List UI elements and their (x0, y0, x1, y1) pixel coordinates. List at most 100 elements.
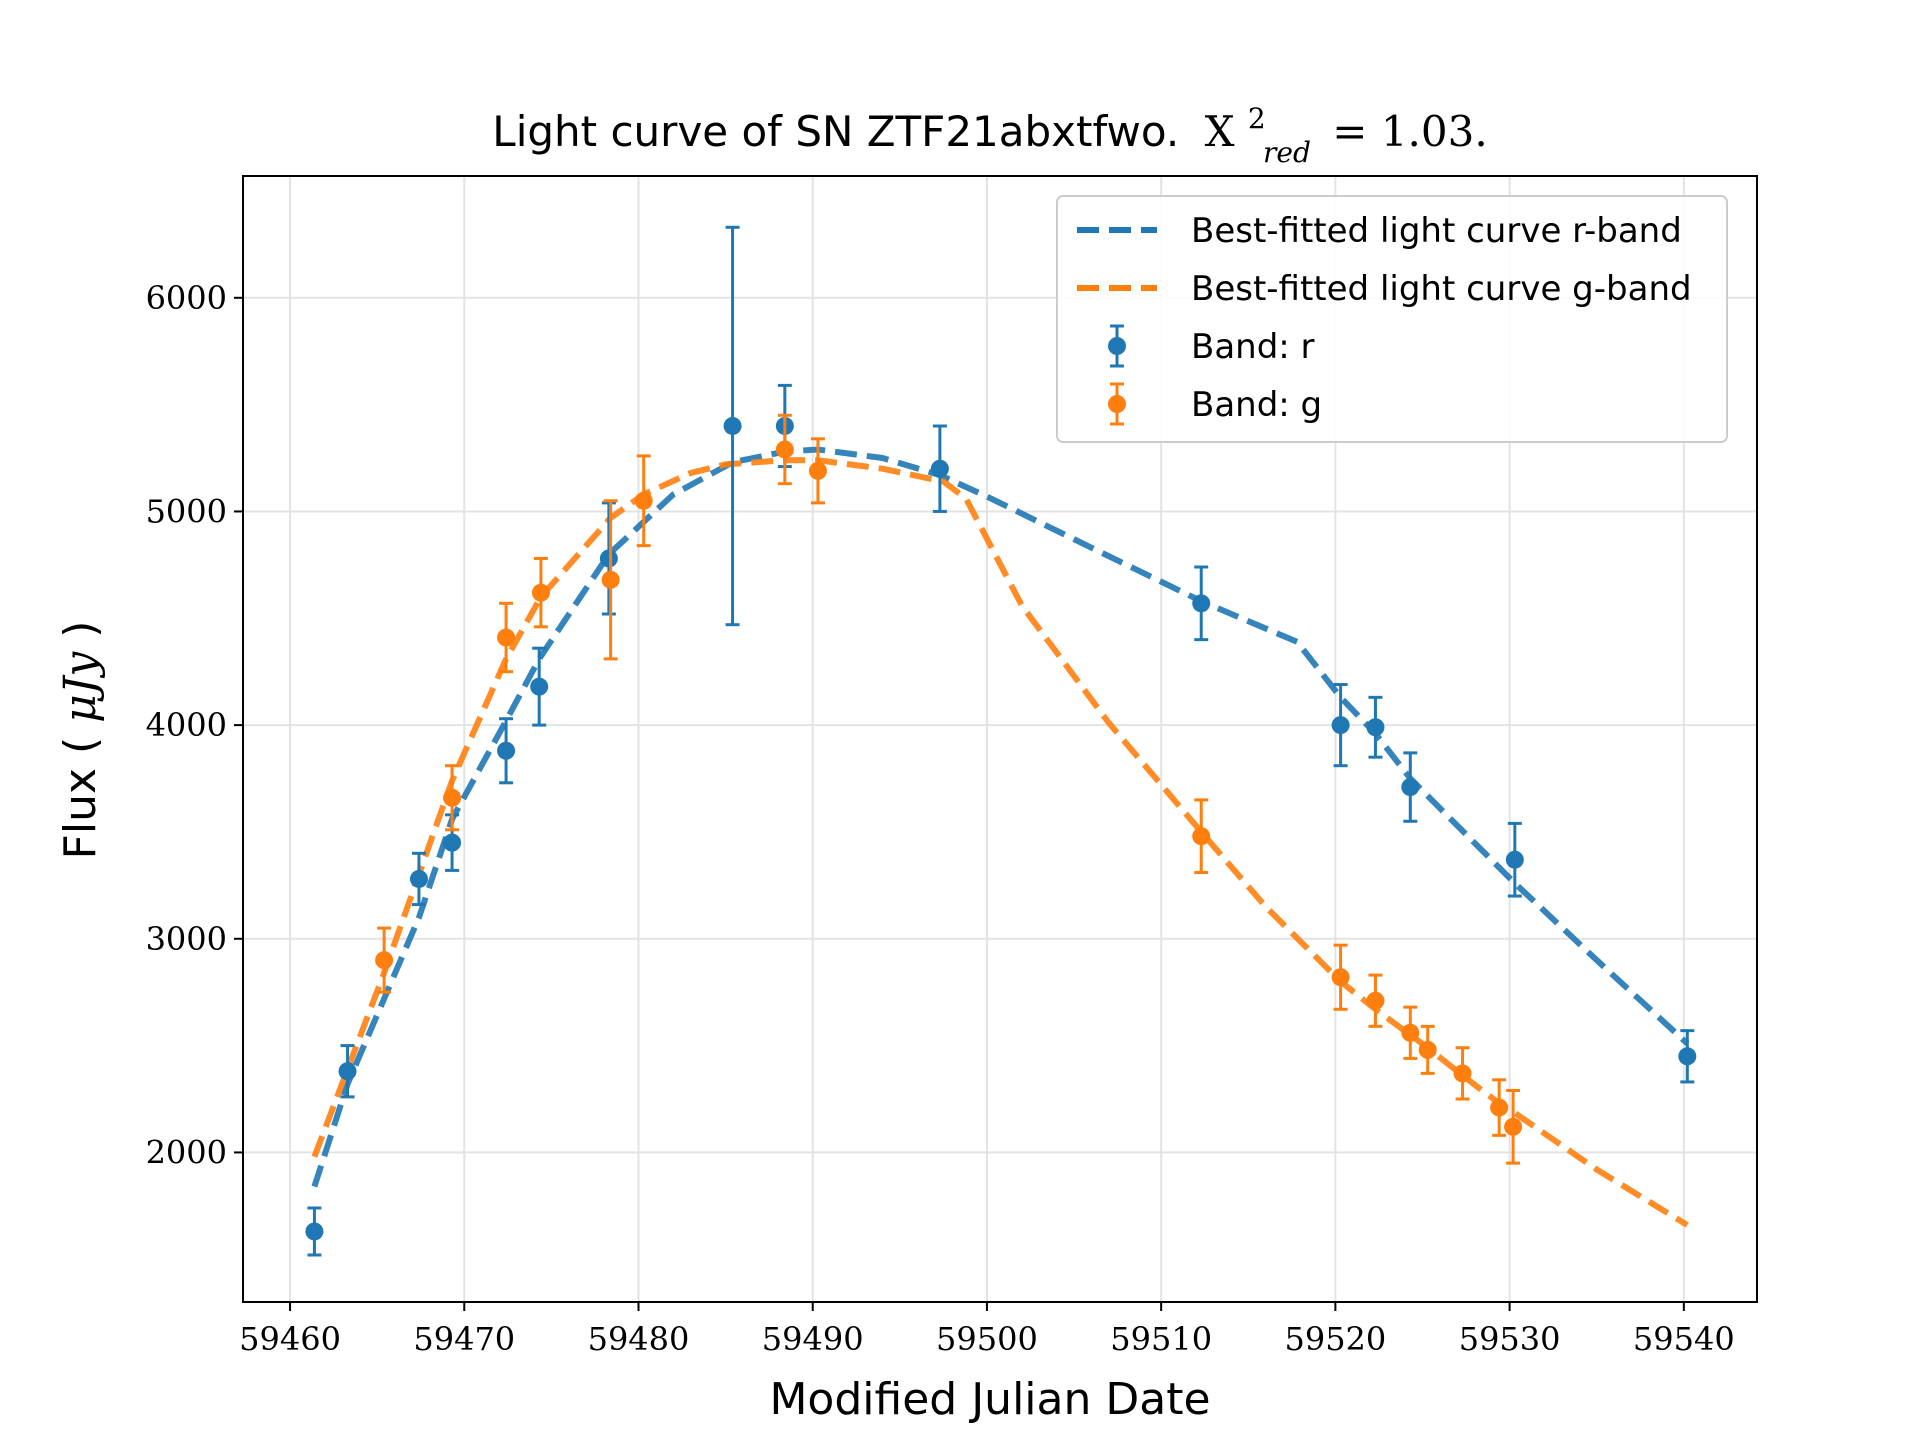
data-point (1678, 1029, 1697, 1084)
point-marker (305, 1222, 324, 1241)
y-tick-label: 2000 (146, 1133, 227, 1171)
data-point (1453, 1046, 1472, 1101)
chart-title: Light curve of SN ZTF21abxtfwo. X 2 red … (492, 89, 1487, 172)
chart-title-main: Light curve of SN ZTF21abxtfwo. (492, 107, 1179, 156)
y-axis-label-text: Flux ( (55, 737, 106, 860)
data-point (1192, 798, 1211, 875)
legend-box (1056, 195, 1728, 443)
fit-line (311, 457, 1689, 1228)
data-point (601, 499, 620, 661)
point-marker (601, 570, 620, 589)
point-marker (808, 461, 827, 480)
point-marker (1504, 1117, 1523, 1136)
legend-marker-swatch (1108, 337, 1126, 355)
data-point (1192, 565, 1211, 642)
y-tick-label: 3000 (146, 920, 227, 958)
x-tick-label: 59470 (413, 1320, 515, 1358)
point-marker (1366, 991, 1385, 1010)
fit-line (311, 446, 1690, 1188)
legend-marker-swatch (1108, 395, 1126, 413)
data-point (531, 556, 550, 629)
data-point (409, 851, 428, 907)
point-marker (497, 741, 516, 760)
point-marker (930, 459, 949, 478)
x-tick-label: 59520 (1284, 1320, 1386, 1358)
y-tick-label: 4000 (146, 706, 227, 744)
y-tick-label: 6000 (146, 279, 227, 317)
point-marker (775, 440, 794, 459)
chart-title-chi-sup: 2 (1248, 102, 1266, 135)
fit-lines (311, 446, 1690, 1228)
data-point (1504, 1088, 1523, 1165)
point-marker (409, 869, 428, 888)
point-marker (443, 833, 462, 852)
point-marker (1192, 827, 1211, 846)
y-tick-label: 5000 (146, 492, 227, 530)
data-point (1331, 683, 1350, 768)
point-marker (1490, 1098, 1509, 1117)
point-marker (443, 788, 462, 807)
x-tick-label: 59500 (936, 1320, 1038, 1358)
point-marker (1331, 968, 1350, 987)
chart-title-chi: X (1205, 107, 1235, 156)
point-marker (1505, 850, 1524, 869)
x-tick-label: 59460 (239, 1320, 341, 1358)
point-marker (531, 583, 550, 602)
point-marker (1401, 778, 1420, 797)
chart-title-chi-value: = 1.03. (1332, 107, 1487, 156)
axes-frame (242, 175, 1758, 1303)
point-marker (1401, 1023, 1420, 1042)
data-point (530, 646, 549, 727)
x-tick-label: 59510 (1110, 1320, 1212, 1358)
chart-title-chi-sub: red (1263, 136, 1311, 169)
data-point (1366, 973, 1385, 1028)
point-marker (1453, 1064, 1472, 1083)
y-axis-label-unit: μJy (55, 651, 106, 723)
x-tick-label: 59480 (588, 1320, 690, 1358)
data-point (808, 437, 827, 505)
x-tick-label: 59540 (1633, 1320, 1735, 1358)
data-points (305, 225, 1697, 1257)
data-point (1505, 821, 1524, 898)
point-marker (530, 677, 549, 696)
x-axis-label: Modified Julian Date (769, 1374, 1210, 1425)
data-point (599, 501, 618, 616)
y-axis-ticks: 2000 3000 4000 5000 6000 (146, 279, 243, 1171)
point-marker (1366, 718, 1385, 737)
point-marker (375, 951, 394, 970)
data-point (443, 764, 462, 832)
x-tick-label: 59530 (1459, 1320, 1561, 1358)
data-point (723, 225, 742, 627)
data-point (1331, 943, 1350, 1011)
legend-label: Band: r (1191, 327, 1315, 367)
legend-label: Band: g (1191, 385, 1322, 425)
point-marker (338, 1062, 357, 1081)
point-marker (1678, 1047, 1697, 1066)
data-point (1490, 1078, 1509, 1137)
point-marker (1331, 716, 1350, 735)
data-point (1418, 1024, 1437, 1075)
y-axis-label-close: ) (55, 621, 106, 638)
data-point (497, 717, 516, 785)
data-point (1401, 1005, 1420, 1060)
point-marker (599, 549, 618, 568)
x-axis-ticks: 59460 59470 59480 59490 59500 59510 59520 59530… (239, 1302, 1735, 1358)
data-point (305, 1206, 324, 1257)
data-point (338, 1044, 357, 1099)
point-marker (634, 491, 653, 510)
legend: Best-fitted light curve r-band Best-fitte… (1056, 195, 1728, 443)
legend-label: Best-fitted light curve r-band (1191, 211, 1682, 251)
data-point (1366, 695, 1385, 759)
x-tick-label: 59490 (762, 1320, 864, 1358)
data-point (930, 424, 949, 513)
y-axis-label: Flux ( μJy ) (55, 621, 106, 860)
legend-label: Best-fitted light curve g-band (1191, 269, 1692, 309)
data-point (634, 454, 653, 548)
data-point (775, 413, 794, 486)
data-point (375, 926, 394, 994)
point-marker (1192, 594, 1211, 613)
point-marker (497, 628, 516, 647)
point-marker (1418, 1040, 1437, 1059)
point-marker (723, 416, 742, 435)
